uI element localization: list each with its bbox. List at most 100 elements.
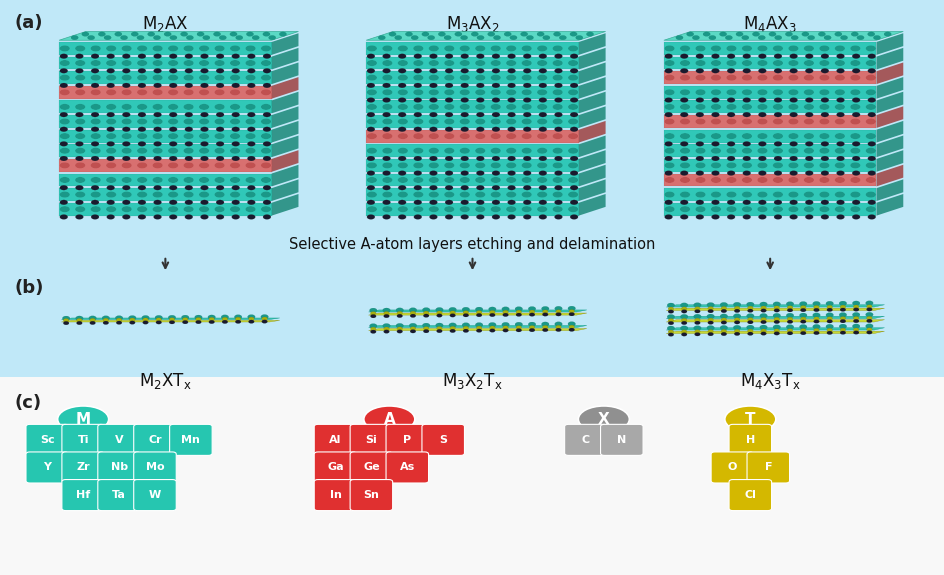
Circle shape — [168, 315, 176, 320]
Circle shape — [397, 148, 408, 154]
Circle shape — [413, 148, 423, 154]
Circle shape — [586, 32, 593, 36]
Circle shape — [839, 308, 845, 312]
Circle shape — [664, 214, 672, 219]
Circle shape — [366, 60, 377, 66]
Circle shape — [825, 313, 833, 317]
Circle shape — [741, 162, 751, 168]
Circle shape — [664, 141, 672, 146]
Circle shape — [695, 89, 705, 95]
Circle shape — [383, 312, 389, 315]
Circle shape — [75, 148, 85, 154]
Circle shape — [838, 324, 846, 329]
Circle shape — [153, 36, 160, 40]
Polygon shape — [272, 165, 298, 186]
Circle shape — [711, 214, 718, 219]
Circle shape — [568, 309, 574, 313]
Circle shape — [789, 156, 797, 161]
Circle shape — [679, 148, 689, 154]
Circle shape — [185, 112, 193, 117]
Circle shape — [787, 60, 798, 66]
Circle shape — [436, 329, 442, 333]
Text: Sc: Sc — [40, 435, 55, 445]
Circle shape — [410, 311, 415, 315]
Circle shape — [138, 54, 145, 59]
Circle shape — [235, 36, 243, 40]
Circle shape — [742, 68, 750, 73]
Circle shape — [529, 325, 534, 329]
Circle shape — [229, 104, 240, 110]
Circle shape — [802, 45, 814, 52]
Circle shape — [395, 36, 401, 40]
Circle shape — [261, 75, 271, 81]
Circle shape — [122, 68, 130, 73]
Circle shape — [733, 318, 739, 321]
Circle shape — [382, 214, 390, 219]
Circle shape — [115, 316, 123, 320]
Circle shape — [726, 98, 734, 102]
Circle shape — [773, 141, 781, 146]
Circle shape — [370, 330, 376, 333]
Text: H: H — [745, 435, 754, 445]
Circle shape — [774, 36, 781, 40]
Circle shape — [707, 318, 713, 321]
Circle shape — [708, 36, 716, 40]
Circle shape — [59, 206, 70, 212]
Text: Ti: Ti — [77, 435, 89, 445]
Circle shape — [489, 310, 495, 314]
Circle shape — [567, 206, 578, 212]
Circle shape — [448, 323, 456, 327]
Circle shape — [154, 200, 161, 205]
Circle shape — [59, 83, 68, 88]
Circle shape — [538, 171, 547, 175]
Circle shape — [438, 32, 445, 36]
Circle shape — [800, 320, 805, 323]
FancyBboxPatch shape — [61, 452, 104, 483]
Circle shape — [138, 68, 145, 73]
Circle shape — [664, 171, 672, 175]
Circle shape — [168, 118, 178, 125]
Circle shape — [787, 89, 798, 95]
Circle shape — [229, 148, 240, 154]
Circle shape — [366, 45, 377, 52]
FancyBboxPatch shape — [663, 115, 875, 128]
Circle shape — [784, 32, 792, 36]
Circle shape — [366, 118, 377, 125]
Circle shape — [741, 191, 751, 198]
Circle shape — [444, 118, 454, 125]
Circle shape — [839, 331, 845, 335]
Circle shape — [507, 185, 515, 190]
Circle shape — [429, 214, 437, 219]
Circle shape — [459, 162, 469, 168]
Circle shape — [694, 309, 700, 313]
Circle shape — [107, 127, 114, 132]
Circle shape — [366, 83, 375, 88]
Circle shape — [444, 177, 454, 183]
Circle shape — [137, 206, 147, 212]
Circle shape — [695, 112, 703, 117]
Circle shape — [261, 177, 271, 183]
Circle shape — [137, 104, 147, 110]
Circle shape — [107, 83, 114, 88]
Circle shape — [216, 83, 224, 88]
Circle shape — [91, 214, 99, 219]
Circle shape — [183, 133, 194, 139]
Circle shape — [666, 315, 674, 319]
Circle shape — [553, 32, 560, 36]
Circle shape — [850, 133, 860, 139]
Circle shape — [107, 112, 114, 117]
Circle shape — [235, 317, 241, 321]
Circle shape — [542, 328, 548, 332]
Circle shape — [820, 171, 828, 175]
Circle shape — [756, 118, 767, 125]
Text: V: V — [114, 435, 124, 445]
Circle shape — [366, 75, 377, 81]
Circle shape — [168, 75, 178, 81]
Circle shape — [733, 325, 740, 330]
Circle shape — [515, 313, 521, 316]
Circle shape — [733, 332, 739, 336]
Circle shape — [542, 36, 549, 40]
Circle shape — [245, 75, 256, 81]
Circle shape — [536, 32, 544, 36]
Circle shape — [865, 312, 872, 317]
